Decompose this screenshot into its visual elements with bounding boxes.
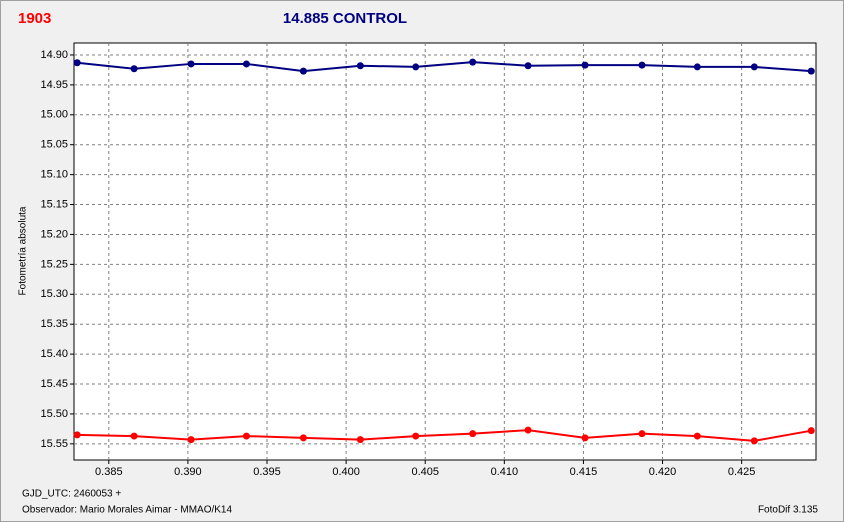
y-axis-label: Fotometría absoluta [18,206,29,295]
data-point [187,436,195,444]
data-point [693,432,701,440]
data-point [73,431,81,439]
x-tick-label: 0.405 [411,466,439,478]
footer-line: GJD_UTC: 2460053 + [22,489,121,500]
data-point [242,60,250,68]
y-tick-label: 15.20 [40,228,68,240]
data-point [524,426,532,434]
data-point [750,437,758,445]
y-tick-label: 15.00 [40,109,68,121]
y-tick-label: 14.90 [40,49,68,61]
data-point [299,67,307,75]
y-tick-label: 15.55 [40,438,68,450]
y-tick-label: 15.15 [40,198,68,210]
data-point [807,427,815,435]
chart-title: 14.885 CONTROL [283,10,407,27]
data-point [130,432,138,440]
data-point [469,430,477,438]
data-point [807,67,815,75]
y-tick-label: 14.95 [40,79,68,91]
x-tick-label: 0.415 [570,466,598,478]
data-point [638,430,646,438]
x-tick-label: 0.385 [95,466,123,478]
series-line [77,61,812,73]
data-point [356,436,364,444]
x-tick-label: 0.410 [491,466,519,478]
data-point [356,62,364,70]
data-point [412,432,420,440]
y-tick-label: 15.25 [40,258,68,270]
data-point [299,434,307,442]
data-point [524,62,532,70]
y-tick-label: 15.40 [40,348,68,360]
x-tick-label: 0.420 [649,466,677,478]
y-tick-label: 15.45 [40,378,68,390]
y-tick-label: 15.05 [40,139,68,151]
data-point [581,434,589,442]
y-tick-label: 15.50 [40,408,68,420]
x-tick-label: 0.390 [174,466,202,478]
y-tick-label: 15.35 [40,318,68,330]
footer-line: Observador: Mario Morales Aimar - MMAO/K… [22,505,232,516]
data-point [638,61,646,69]
y-tick-label: 15.10 [40,169,68,181]
data-point [581,61,589,69]
x-tick-label: 0.400 [332,466,360,478]
y-tick-label: 15.30 [40,288,68,300]
series-line [77,429,812,442]
x-tick-label: 0.425 [728,466,756,478]
data-point [750,63,758,71]
data-point [187,60,195,68]
data-point [73,59,81,67]
data-point [469,58,477,66]
x-tick-label: 0.395 [253,466,281,478]
data-point [412,63,420,71]
data-point [130,65,138,73]
star-label: 1903 [18,10,51,27]
plot-area [73,42,817,461]
software-version: FotoDif 3.135 [758,505,818,516]
data-point [242,432,250,440]
data-point [693,63,701,71]
